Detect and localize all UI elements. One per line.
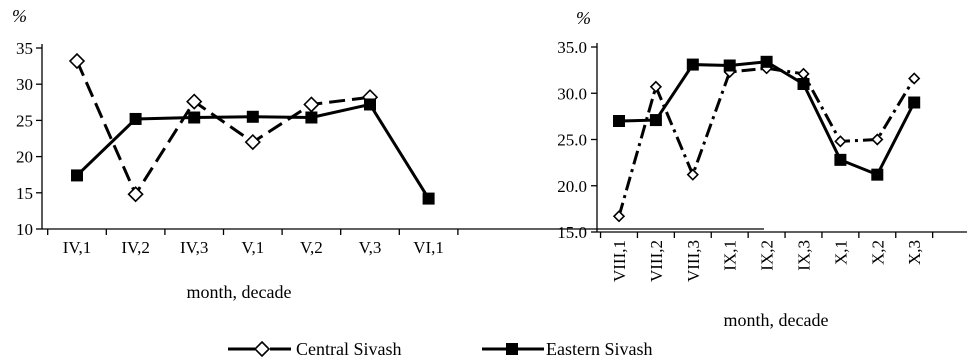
legend-central-label: Central Sivash bbox=[296, 339, 402, 359]
right-xtick-label: VIII,1 bbox=[610, 240, 629, 282]
right-point-central bbox=[908, 72, 921, 85]
chart-left: % 10 15 20 25 30 35 IV,1 IV,2 IV,3 V,1 V,2 V,3 VI,1 mo… bbox=[12, 6, 764, 302]
right-xtick-label: VIII,3 bbox=[684, 240, 703, 282]
left-xtick-label: V,1 bbox=[241, 238, 264, 257]
right-point-central bbox=[612, 210, 626, 223]
right-ytick-label: 15.0 bbox=[557, 223, 587, 242]
left-point-central bbox=[127, 186, 144, 203]
left-series-central-line bbox=[75, 60, 371, 198]
right-xtick-label: IX,3 bbox=[795, 240, 814, 271]
left-point-central bbox=[244, 133, 261, 151]
chart-right: % 15.0 20.0 25.0 30.0 35.0 VIII,1 VIII,2 VIII,3 I… bbox=[557, 8, 967, 330]
right-xtick-label: VIII,2 bbox=[647, 240, 666, 282]
right-x-axis-label: month, decade bbox=[724, 310, 829, 330]
left-point-eastern bbox=[129, 112, 142, 125]
right-ytick-label: 25.0 bbox=[557, 131, 587, 150]
right-ytick-label: 20.0 bbox=[557, 177, 587, 196]
right-unit-label: % bbox=[576, 8, 591, 28]
right-point-eastern bbox=[723, 59, 736, 72]
legend: Central Sivash Eastern Sivash bbox=[228, 339, 652, 359]
right-point-eastern bbox=[649, 114, 662, 127]
left-point-eastern bbox=[305, 111, 318, 124]
left-point-central bbox=[68, 52, 86, 70]
left-xtick-label: IV,1 bbox=[63, 238, 92, 257]
left-xtick-label: IV,2 bbox=[121, 238, 150, 257]
legend-eastern-label: Eastern Sivash bbox=[546, 339, 652, 359]
right-ytick-label: 35.0 bbox=[557, 38, 587, 57]
legend-item-central: Central Sivash bbox=[228, 339, 402, 359]
left-ytick-label: 20 bbox=[16, 148, 33, 167]
right-xtick-label: IX,1 bbox=[721, 240, 740, 271]
left-point-eastern bbox=[422, 192, 435, 205]
left-ytick-label: 10 bbox=[16, 220, 33, 239]
right-point-eastern bbox=[613, 115, 625, 127]
right-point-eastern bbox=[760, 55, 773, 68]
left-x-axis-label: month, decade bbox=[187, 282, 292, 302]
left-point-eastern bbox=[188, 111, 201, 124]
left-ytick-label: 15 bbox=[16, 184, 33, 203]
right-point-eastern bbox=[797, 78, 810, 90]
legend-item-eastern: Eastern Sivash bbox=[482, 339, 652, 359]
right-point-central bbox=[834, 135, 847, 148]
left-ytick-label: 25 bbox=[16, 111, 33, 130]
right-xtick-label: X,2 bbox=[868, 240, 887, 265]
right-point-central bbox=[649, 80, 663, 93]
left-point-central bbox=[186, 93, 203, 110]
legend-eastern-marker bbox=[506, 343, 518, 355]
left-xtick-label: V,3 bbox=[359, 238, 382, 257]
left-xtick-label: V,2 bbox=[300, 238, 323, 257]
right-point-eastern bbox=[834, 153, 847, 166]
legend-central-marker bbox=[253, 340, 271, 358]
right-point-central bbox=[871, 133, 884, 146]
right-xtick-label: X,1 bbox=[831, 240, 850, 265]
left-ytick-label: 35 bbox=[16, 39, 33, 58]
left-point-eastern bbox=[364, 98, 376, 111]
right-xtick-label: X,3 bbox=[905, 240, 924, 265]
left-xtick-label: IV,3 bbox=[180, 238, 209, 257]
left-unit-label: % bbox=[12, 6, 27, 26]
left-point-central bbox=[303, 96, 320, 113]
left-ytick-label: 30 bbox=[16, 75, 33, 94]
right-xtick-label: IX,2 bbox=[758, 240, 777, 271]
left-point-eastern bbox=[246, 110, 259, 123]
right-ytick-label: 30.0 bbox=[557, 84, 587, 103]
right-point-eastern bbox=[908, 96, 921, 109]
right-point-eastern bbox=[686, 58, 699, 71]
right-point-central bbox=[686, 168, 699, 181]
left-point-eastern bbox=[71, 169, 83, 182]
right-point-eastern bbox=[871, 168, 884, 181]
right-series-central-line bbox=[617, 66, 916, 217]
right-series-eastern-line bbox=[618, 60, 916, 177]
left-xtick-label: VI,1 bbox=[413, 238, 444, 257]
